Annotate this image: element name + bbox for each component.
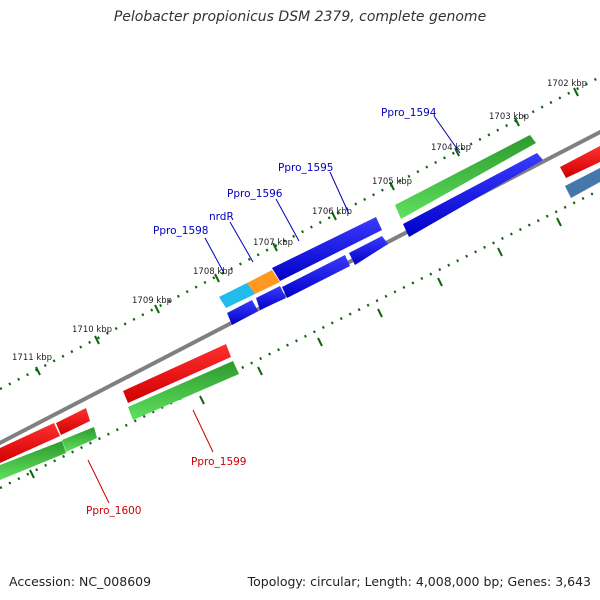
label-ppro-1596[interactable]: Ppro_1596 xyxy=(227,188,283,200)
gene-ppro-1600-b[interactable] xyxy=(56,408,90,435)
gene-ppro-1595[interactable] xyxy=(272,217,382,281)
kbp-label-1703: 1703 kbp xyxy=(489,112,529,122)
outer-scale xyxy=(0,75,600,391)
label-ppro-1594[interactable]: Ppro_1594 xyxy=(381,107,437,119)
major-tick-1707 xyxy=(272,242,278,252)
gene-small-right[interactable] xyxy=(349,236,388,265)
major-tick-1702 xyxy=(573,87,579,97)
gene-ppro-1594[interactable] xyxy=(395,135,536,219)
gene-ppro-1600[interactable] xyxy=(0,423,60,463)
gene-steel-blue[interactable] xyxy=(565,168,600,198)
gene-nrdr[interactable] xyxy=(247,270,280,294)
gene-ppro-1600-cds-b[interactable] xyxy=(62,427,97,452)
major-tick-1704 xyxy=(454,147,460,157)
gene-ppro-1596-cds[interactable] xyxy=(227,300,258,325)
major-tick-1706 xyxy=(331,211,337,221)
label-ppro-1598[interactable]: Ppro_1598 xyxy=(153,225,208,237)
major-tick-1710 xyxy=(94,335,100,345)
kbp-label-1708: 1708 kbp xyxy=(193,267,233,277)
kbp-label-1702: 1702 kbp xyxy=(547,79,587,89)
kbp-label-1704: 1704 kbp xyxy=(431,143,471,153)
kbp-label-1707: 1707 kbp xyxy=(253,238,293,248)
kbp-label-1711: 1711 kbp xyxy=(12,353,52,363)
genome-summary: Topology: circular; Length: 4,008,000 bp… xyxy=(247,574,591,589)
reverse-genes xyxy=(0,344,239,480)
label-leaders xyxy=(87,115,461,504)
major-tick-1705 xyxy=(389,181,395,191)
label-ppro-1599[interactable]: Ppro_1599 xyxy=(191,456,246,468)
kbp-labels: 1702 kbp 1703 kbp 1704 kbp 1705 kbp 1706… xyxy=(12,79,587,363)
kbp-label-1709: 1709 kbp xyxy=(132,296,172,306)
gene-red-edge[interactable] xyxy=(560,146,600,178)
major-tick-1709 xyxy=(154,304,160,314)
kbp-label-1706: 1706 kbp xyxy=(312,207,352,217)
gene-labels: Ppro_1594 Ppro_1595 Ppro_1596 nrdR Ppro_… xyxy=(86,107,437,517)
label-ppro-1595[interactable]: Ppro_1595 xyxy=(278,162,333,174)
major-tick-1708 xyxy=(214,273,220,283)
gene-ppro-1598[interactable] xyxy=(219,283,255,308)
gene-ppro-1599-cds[interactable] xyxy=(128,361,239,420)
forward-genes xyxy=(219,135,600,325)
map-title: Pelobacter propionicus DSM 2379, complet… xyxy=(113,9,487,25)
major-tick-1711 xyxy=(35,366,41,376)
gene-ppro-1600-cds[interactable] xyxy=(0,441,66,480)
gene-nrdr-cds[interactable] xyxy=(256,286,286,310)
accession-label: Accession: NC_008609 xyxy=(9,574,152,589)
label-nrdr[interactable]: nrdR xyxy=(209,211,234,223)
kbp-label-1705: 1705 kbp xyxy=(372,177,412,187)
kbp-label-1710: 1710 kbp xyxy=(72,325,112,335)
inner-scale xyxy=(0,188,600,490)
gene-ppro-1595-cds[interactable] xyxy=(282,255,350,298)
gene-ppro-1594-cds[interactable] xyxy=(403,153,543,237)
major-tick-1703 xyxy=(514,117,520,127)
label-ppro-1600[interactable]: Ppro_1600 xyxy=(86,505,141,517)
gene-ppro-1599[interactable] xyxy=(123,344,231,403)
